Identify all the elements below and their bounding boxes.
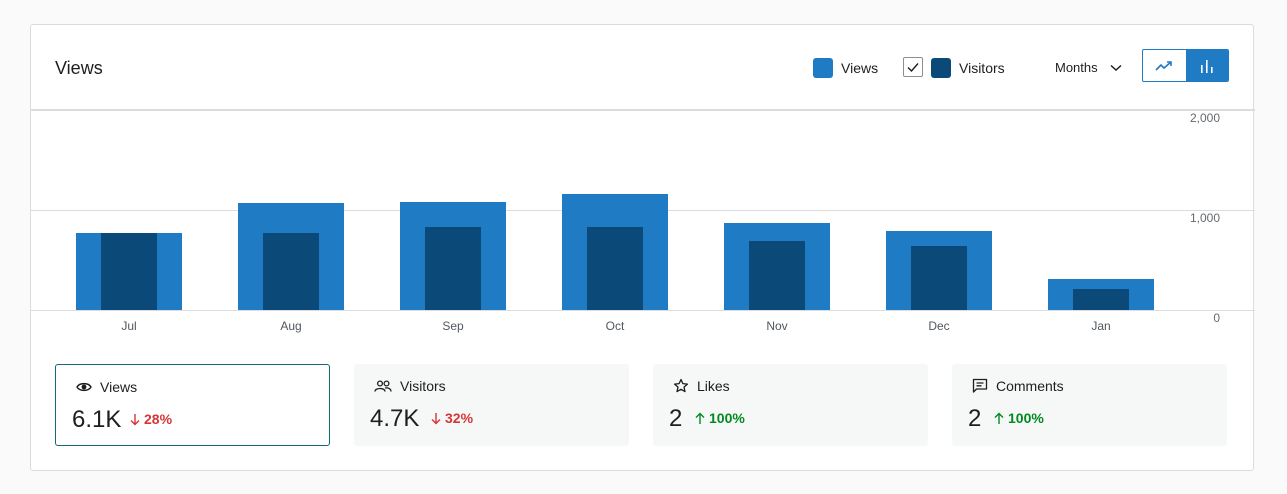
people-icon [374, 380, 392, 392]
stat-visitors-header: Visitors [374, 378, 446, 394]
bar-visitors-jul [101, 233, 157, 310]
period-select-value: Months [1055, 60, 1098, 75]
stat-views-label: Views [100, 379, 138, 395]
stat-visitors-delta: 32% [431, 410, 473, 426]
stat-views[interactable]: Views 6.1K 28% [55, 364, 330, 446]
stat-visitors-value: 4.7K [370, 405, 420, 432]
legend-visitors-swatch [931, 58, 951, 78]
stat-likes-header: Likes [673, 378, 730, 394]
y-tick-label: 2,000 [1190, 111, 1220, 125]
bar-visitors-oct [587, 227, 643, 310]
stat-likes-value: 2 [669, 405, 683, 432]
legend-visitors[interactable]: Visitors [931, 58, 1005, 78]
arrow-up-icon [994, 412, 1004, 424]
stat-views-delta-value: 28% [144, 411, 173, 427]
stat-visitors[interactable]: Visitors 4.7K 32% [354, 364, 629, 446]
arrow-up-icon [695, 412, 705, 424]
bar-visitors-jan [1073, 289, 1129, 310]
star-icon [673, 378, 689, 393]
legend-visitors-label: Visitors [959, 60, 1005, 76]
stat-comments[interactable]: Comments 2 100% [952, 364, 1227, 446]
stat-views-header: Views [76, 379, 137, 395]
bar-visitors-sep [425, 227, 481, 310]
y-tick-label: 0 [1213, 311, 1220, 325]
stats-row: Views 6.1K 28% Visitors 4.7K [55, 364, 1227, 446]
line-chart-icon [1155, 60, 1173, 71]
x-tick-label: Oct [606, 319, 625, 333]
stat-views-delta: 28% [130, 411, 172, 427]
x-tick-label: Jul [121, 319, 136, 333]
x-tick-label: Sep [442, 319, 464, 333]
views-card: Views Views Visitors Months [30, 24, 1255, 471]
stat-comments-value: 2 [968, 405, 982, 432]
legend-views-label: Views [841, 60, 879, 76]
stat-visitors-delta-value: 32% [445, 410, 474, 426]
check-icon [907, 63, 919, 73]
stat-visitors-label: Visitors [400, 378, 446, 394]
x-tick-label: Aug [280, 319, 301, 333]
x-tick-label: Jan [1091, 319, 1110, 333]
legend-views: Views [813, 58, 878, 78]
stat-likes-delta-value: 100% [709, 410, 745, 426]
stat-comments-label: Comments [996, 378, 1064, 394]
stat-comments-delta: 100% [994, 410, 1044, 426]
x-tick-label: Dec [928, 319, 949, 333]
card-header: Views Views Visitors Months [31, 25, 1255, 110]
bar-visitors-dec [911, 246, 967, 310]
x-tick-label: Nov [766, 319, 787, 333]
visitors-checkbox[interactable] [903, 57, 923, 77]
stat-comments-delta-value: 100% [1008, 410, 1044, 426]
stat-likes-delta: 100% [695, 410, 745, 426]
chart-type-toggle [1142, 49, 1229, 82]
stat-likes[interactable]: Likes 2 100% [653, 364, 928, 446]
comment-icon [972, 378, 988, 393]
stat-comments-header: Comments [972, 378, 1064, 394]
bar-visitors-nov [749, 241, 805, 310]
y-tick-label: 1,000 [1190, 211, 1220, 225]
legend-views-swatch [813, 58, 833, 78]
stat-views-value: 6.1K [72, 406, 122, 433]
stat-likes-label: Likes [697, 378, 730, 394]
arrow-down-icon [130, 413, 140, 425]
views-bar-chart: 2,000 1,000 0 Jul Aug Sep Oct Nov Dec Jan [31, 110, 1255, 333]
arrow-down-icon [431, 412, 441, 424]
bar-chart-button[interactable] [1185, 50, 1228, 81]
bar-chart-icon [1200, 59, 1213, 73]
line-chart-button[interactable] [1143, 50, 1186, 81]
bar-visitors-aug [263, 233, 319, 310]
period-select[interactable]: Months [1055, 60, 1122, 75]
card-title: Views [55, 58, 103, 78]
chevron-down-icon [1110, 64, 1122, 71]
eye-icon [76, 382, 92, 392]
